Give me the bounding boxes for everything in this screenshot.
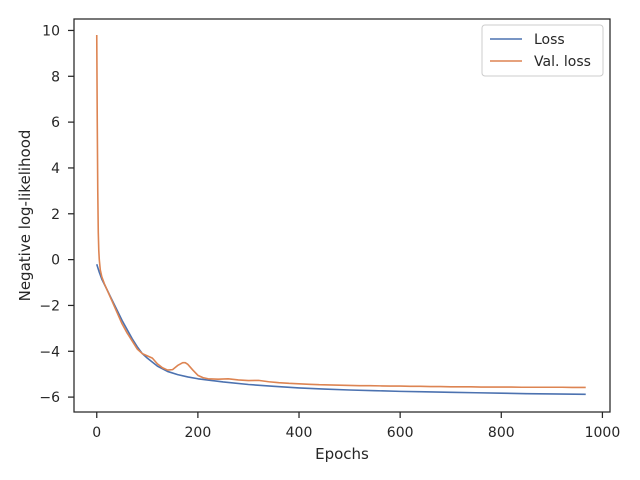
y-tick-label: −4 [39,344,60,360]
x-tick-label: 0 [92,425,101,441]
legend-label-val-loss: Val. loss [534,54,591,70]
x-tick-label: 400 [286,425,313,441]
legend-label-loss: Loss [534,32,565,48]
x-tick-label: 200 [185,425,212,441]
y-tick-label: 2 [51,207,60,223]
series-line-val-loss [95,35,586,389]
series-layer [95,35,586,396]
y-axis-ticks: −6 −4 −2 0 2 4 6 8 10 [39,23,74,406]
y-tick-label: 10 [42,23,60,39]
x-axis-label: Epochs [315,445,369,463]
x-tick-label: 600 [387,425,414,441]
legend: Loss Val. loss [481,24,604,77]
x-tick-label: 1000 [585,425,621,441]
x-axis-ticks: 0 200 400 600 800 1000 [92,412,620,441]
y-tick-label: 0 [51,253,60,269]
y-tick-label: −2 [39,298,60,314]
plot-frame [73,18,611,413]
legend-box [481,24,604,77]
series-line-loss [95,263,586,396]
y-tick-label: 6 [51,115,60,131]
y-tick-label: 4 [51,161,60,177]
x-tick-label: 800 [488,425,515,441]
y-tick-label: −6 [39,390,60,406]
plot-background [74,19,610,412]
y-axis-label: Negative log-likelihood [16,130,34,302]
y-tick-label: 8 [51,69,60,85]
